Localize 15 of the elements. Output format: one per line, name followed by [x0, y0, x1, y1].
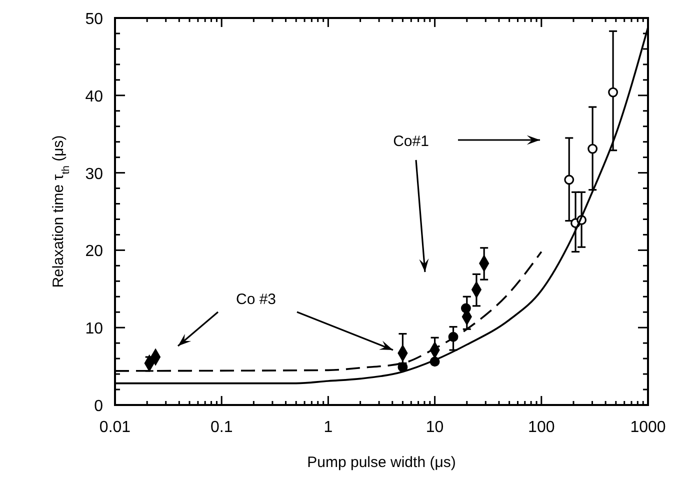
- annotation: Co #3: [236, 291, 276, 308]
- x-tick-label: 0.01: [99, 419, 131, 436]
- x-axis-title: Pump pulse width (μs): [307, 454, 456, 471]
- y-tick-label: 50: [85, 11, 104, 28]
- x-tick-label: 0.1: [210, 419, 233, 436]
- x-tick-label: 10: [426, 419, 444, 436]
- annotation: Co#1: [393, 133, 429, 150]
- x-tick-label: 1: [324, 419, 333, 436]
- y-tick-label: 0: [94, 398, 104, 415]
- x-tick-label: 100: [528, 419, 555, 436]
- x-tick-label: 1000: [630, 419, 666, 436]
- y-tick-label: 20: [85, 243, 104, 260]
- y-tick-label: 30: [85, 166, 104, 183]
- y-tick-label: 40: [85, 88, 104, 106]
- y-tick-label: 10: [85, 320, 104, 338]
